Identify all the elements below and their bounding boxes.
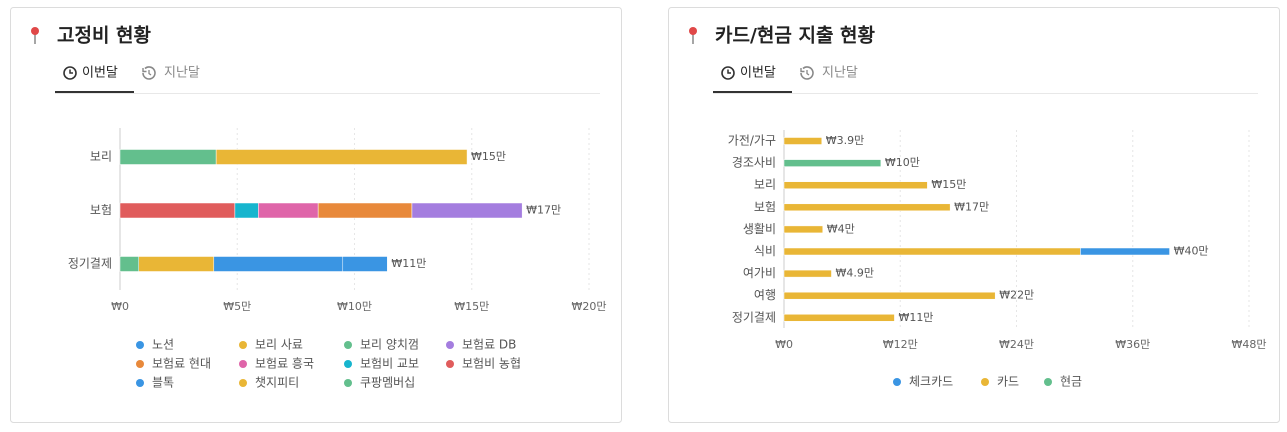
x-tick-label: ₩12만 xyxy=(883,338,918,351)
total-label: ₩11만 xyxy=(898,311,933,324)
legend-swatch xyxy=(893,378,901,386)
legend-swatch xyxy=(239,341,247,349)
legend-swatch xyxy=(446,360,454,368)
legend-swatch xyxy=(446,341,454,349)
pin-icon xyxy=(31,27,39,44)
bar-segment xyxy=(783,269,832,278)
history-icon xyxy=(142,66,156,80)
total-label: ₩17만 xyxy=(526,204,561,217)
x-tick-label: ₩0 xyxy=(775,338,793,351)
legend-label: 보험비 농협 xyxy=(462,357,521,371)
x-tick-label: ₩36만 xyxy=(1115,338,1150,351)
y-tick-label: 보험 xyxy=(90,203,112,217)
legend-label: 챗지피티 xyxy=(255,375,299,390)
y-tick-label: 보리 xyxy=(90,150,112,164)
y-tick-label: 식비 xyxy=(754,244,776,258)
legend-swatch xyxy=(344,341,352,349)
legend-swatch xyxy=(136,360,144,368)
legend-swatch xyxy=(981,378,989,386)
history-icon xyxy=(800,66,814,80)
legend-swatch xyxy=(1044,378,1052,386)
bar-segment xyxy=(1080,247,1170,256)
x-tick-label: ₩20만 xyxy=(572,300,607,313)
bar-segment xyxy=(213,256,344,272)
bar-segment xyxy=(783,137,823,145)
y-tick-label: 보험 xyxy=(754,200,776,214)
total-label: ₩10만 xyxy=(885,156,920,169)
y-tick-label: 생활비 xyxy=(743,222,776,236)
legend-label: 체크카드 xyxy=(909,375,953,389)
total-label: ₩4.9만 xyxy=(835,267,874,280)
clock-icon xyxy=(63,66,77,80)
tab[interactable]: 지난달 xyxy=(164,66,200,81)
pin-icon xyxy=(689,27,697,44)
bar-segment xyxy=(119,149,217,165)
bar-segment xyxy=(119,202,236,219)
x-tick-label: ₩15만 xyxy=(454,300,489,313)
legend-label: 보리 사료 xyxy=(255,338,303,352)
x-tick-label: ₩0 xyxy=(111,300,129,313)
total-label: ₩15만 xyxy=(471,150,506,163)
total-label: ₩15만 xyxy=(931,178,966,191)
legend-swatch xyxy=(344,360,352,368)
y-tick-label: 정기결제 xyxy=(68,257,112,271)
tab[interactable]: 이번달 xyxy=(740,66,776,81)
bar-segment xyxy=(119,256,140,272)
legend-label: 노션 xyxy=(152,338,174,352)
x-tick-label: ₩48만 xyxy=(1232,338,1267,351)
legend-swatch xyxy=(136,379,144,387)
legend-swatch xyxy=(239,360,247,368)
bar-segment xyxy=(317,202,413,219)
legend-label: 보험료 DB xyxy=(462,338,516,352)
x-tick-label: ₩24만 xyxy=(999,338,1034,351)
bar-segment xyxy=(411,202,523,219)
tab[interactable]: 이번달 xyxy=(82,66,118,81)
total-label: ₩3.9만 xyxy=(826,134,865,147)
y-tick-label: 가전/가구 xyxy=(728,134,776,148)
legend-swatch xyxy=(239,379,247,387)
bar-segment xyxy=(783,247,1081,256)
total-label: ₩17만 xyxy=(954,200,989,213)
bar-segment xyxy=(215,149,468,165)
clock-icon xyxy=(721,66,735,80)
bar-segment xyxy=(342,256,388,272)
total-label: ₩11만 xyxy=(391,257,426,270)
bar-segment xyxy=(783,225,823,234)
total-label: ₩4만 xyxy=(827,222,855,235)
tab[interactable]: 지난달 xyxy=(822,66,858,81)
y-tick-label: 경조사비 xyxy=(732,156,776,170)
legend-label: 쿠팡멤버십 xyxy=(360,376,415,390)
bar-segment xyxy=(783,203,951,212)
legend-label: 카드 xyxy=(997,375,1019,389)
total-label: ₩40만 xyxy=(1174,245,1209,258)
legend-label: 블톡 xyxy=(152,376,174,390)
legend-label: 보리 양치껌 xyxy=(360,338,419,352)
bar-segment xyxy=(234,202,259,219)
y-tick-label: 보리 xyxy=(754,178,776,192)
bar-segment xyxy=(783,159,882,167)
total-label: ₩22만 xyxy=(999,289,1034,302)
legend-label: 보험비 교보 xyxy=(360,357,419,371)
bar-segment xyxy=(783,314,895,322)
y-tick-label: 정기결제 xyxy=(732,310,776,324)
bar-segment xyxy=(783,291,996,300)
panel-title: 카드/현금 지출 현황 xyxy=(715,24,876,47)
legend-label: 현금 xyxy=(1060,375,1082,389)
panel-title: 고정비 현황 xyxy=(57,24,152,47)
y-tick-label: 여가비 xyxy=(743,266,776,280)
legend-swatch xyxy=(136,341,144,349)
x-tick-label: ₩10만 xyxy=(337,300,372,313)
y-tick-label: 여행 xyxy=(754,287,776,302)
x-tick-label: ₩5만 xyxy=(223,300,251,313)
legend-label: 보험료 흥국 xyxy=(255,357,314,371)
bar-segment xyxy=(138,256,215,272)
legend-swatch xyxy=(344,379,352,387)
legend-label: 보험료 현대 xyxy=(152,357,211,371)
bar-segment xyxy=(258,202,319,219)
bar-segment xyxy=(783,181,928,189)
